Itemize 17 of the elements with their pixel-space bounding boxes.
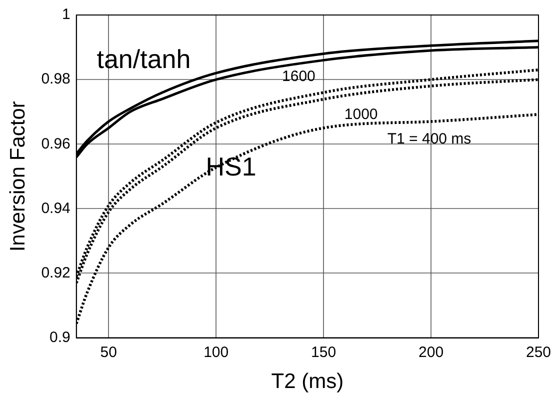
x-tick-label: 250	[526, 344, 551, 361]
annotation: tan/tanh	[96, 44, 191, 74]
annotation: 1600	[282, 68, 316, 86]
x-tick-label: 100	[204, 344, 229, 361]
x-tick-label: 200	[418, 344, 444, 361]
x-tick-label: 150	[311, 344, 336, 361]
y-axis-title: Inversion Factor	[6, 101, 30, 252]
x-axis-title: T2 (ms)	[271, 370, 344, 394]
annotation: T1 = 400 ms	[387, 130, 472, 148]
y-tick-label: 0.96	[41, 135, 70, 152]
y-tick-label: 1	[62, 6, 70, 24]
x-tick-label: 50	[100, 344, 117, 361]
y-tick-label: 0.9	[50, 328, 70, 346]
y-tick-label: 0.92	[41, 264, 70, 282]
annotation: 1000	[344, 106, 378, 123]
y-tick-label: 0.94	[41, 200, 70, 217]
y-tick-label: 0.98	[41, 70, 70, 88]
